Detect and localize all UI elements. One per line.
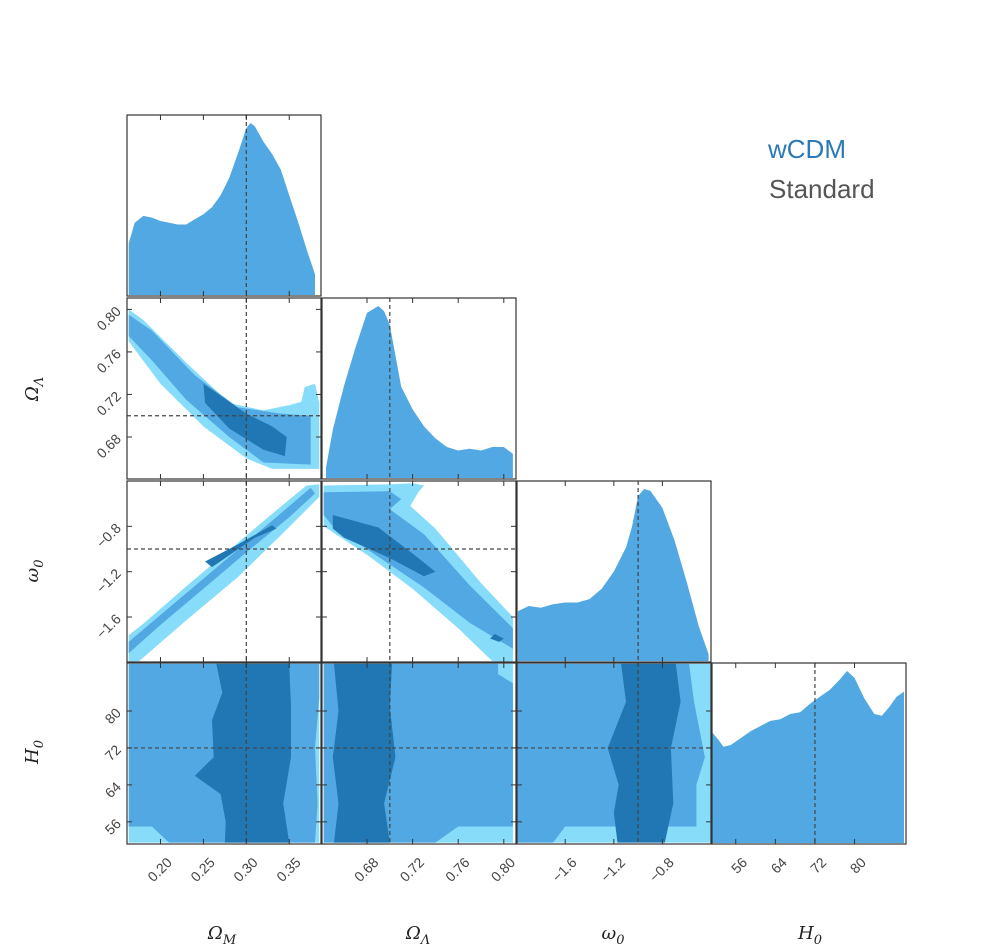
y-axis-label-1-base: Ω	[22, 386, 43, 402]
panel-frame-3-3	[711, 662, 907, 845]
y-axis-label-1-sub: Λ	[32, 377, 47, 387]
x-axis-label-1: ΩΛ	[405, 923, 430, 948]
y-tick-label: 80	[102, 705, 124, 727]
x-axis-label-2-base: ω	[602, 923, 617, 944]
panel-frame-1-0	[126, 297, 322, 480]
histogram-fill-0	[128, 123, 315, 295]
x-tick-label: 0.68	[351, 854, 382, 885]
x-tick-label: 0.72	[397, 854, 428, 885]
x-tick-label: 0.80	[488, 854, 519, 885]
panel-frame-3-0	[126, 662, 322, 845]
y-tick-label: 0.72	[93, 388, 124, 419]
x-tick-label: 0.25	[187, 854, 218, 885]
y-tick-label: −1.2	[93, 565, 124, 596]
y-tick-label: 0.80	[93, 303, 124, 334]
contour-panel-0	[127, 298, 321, 479]
histogram-2	[517, 481, 709, 662]
contour-panel-1	[127, 481, 321, 662]
x-tick-label: 0.35	[273, 854, 304, 885]
contour-inner-3-2	[194, 663, 291, 843]
x-axis-label-1-sub: Λ	[420, 933, 430, 948]
histogram-0	[128, 115, 315, 296]
y-axis-label-3: H0	[22, 740, 47, 765]
y-tick-label: −1.6	[93, 610, 124, 641]
contour-panel-5	[517, 663, 711, 844]
x-axis-label-0: ΩM	[207, 923, 237, 948]
x-axis-label-0-sub: M	[222, 933, 237, 948]
y-axis-label-2: ω0	[22, 560, 47, 583]
x-axis-label-0-base: Ω	[207, 923, 223, 944]
x-tick-label: 80	[847, 854, 869, 876]
x-axis-label-3-sub: 0	[814, 933, 822, 948]
contour-panel-4	[322, 663, 516, 844]
panel-frame-1-1	[321, 297, 517, 480]
x-axis-label-2: ω0	[602, 923, 625, 948]
x-tick-label: −1.6	[549, 854, 580, 885]
y-tick-label: −0.8	[93, 520, 124, 551]
x-tick-label: −0.8	[646, 854, 677, 885]
x-tick-label: 72	[807, 854, 829, 876]
histogram-fill-1	[326, 306, 513, 478]
contour-inner-0-2	[203, 383, 287, 457]
panel-frame-3-1	[321, 662, 517, 845]
y-axis-label-1: ΩΛ	[22, 377, 47, 402]
y-tick-label: 64	[102, 778, 124, 800]
panels-layer	[126, 114, 907, 845]
legend-item-wcdm: wCDM	[767, 134, 846, 164]
histogram-3	[712, 663, 904, 844]
y-tick-label: 72	[102, 741, 124, 763]
x-axis-label-3-base: H	[797, 923, 814, 944]
panel-frame-0-0	[126, 114, 322, 297]
contour-panel-2	[322, 481, 516, 662]
histogram-fill-2	[517, 489, 709, 661]
contour-inner-5-2	[607, 663, 681, 843]
x-tick-label: −1.2	[597, 854, 628, 885]
legend: wCDM Standard	[767, 134, 875, 204]
x-axis-label-2-sub: 0	[616, 933, 624, 948]
x-axis-label-3: H0	[797, 923, 822, 948]
contour-inner-2-3	[490, 634, 504, 642]
x-axis-label-1-base: Ω	[405, 923, 421, 944]
histogram-fill-3	[712, 671, 904, 843]
y-axis-label-3-sub: 0	[32, 740, 47, 748]
contour-inner-4-2	[332, 663, 396, 843]
x-tick-label: 0.76	[442, 854, 473, 885]
y-tick-label: 56	[102, 815, 124, 837]
contour-inner-2-2	[332, 515, 436, 577]
y-tick-label: 0.76	[93, 345, 124, 376]
x-tick-label: 0.30	[230, 854, 261, 885]
y-axis-label-3-base: H	[22, 748, 43, 765]
y-axis-label-2-base: ω	[22, 567, 43, 582]
x-tick-label: 56	[728, 854, 750, 876]
x-tick-label: 64	[767, 854, 789, 876]
y-tick-label: 0.68	[93, 430, 124, 461]
contour-inner-1-2	[205, 525, 277, 568]
x-tick-label: 0.20	[144, 854, 175, 885]
contour-panel-3	[127, 663, 321, 844]
histogram-1	[326, 298, 513, 479]
y-axis-label-2-sub: 0	[32, 560, 47, 568]
legend-item-standard: Standard	[769, 174, 875, 204]
